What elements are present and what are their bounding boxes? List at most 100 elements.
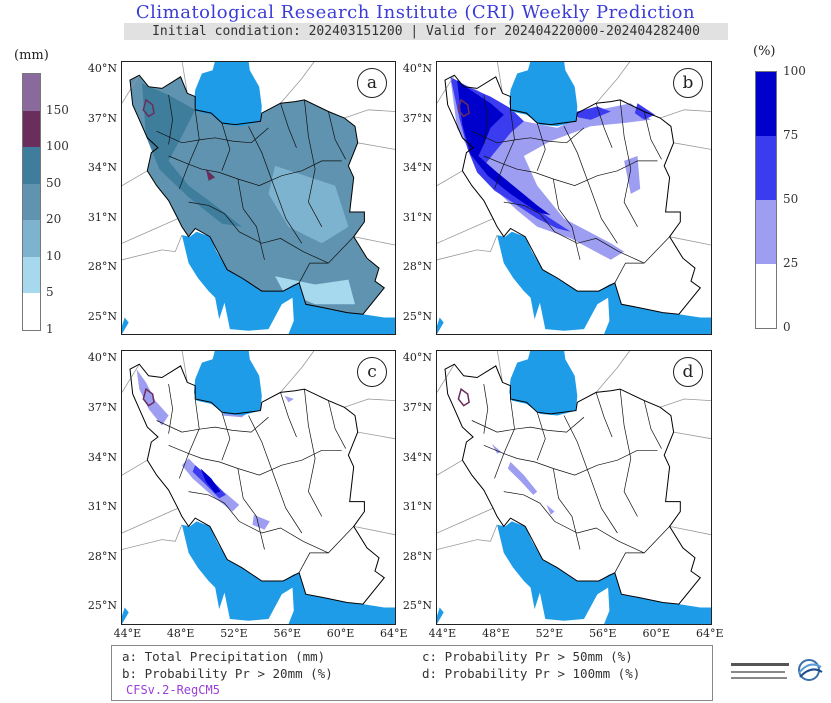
lon-tick-label: 56°E: [273, 627, 301, 640]
country-border: [437, 507, 494, 534]
country-border: [673, 142, 711, 150]
precip-legend-swatch: [23, 147, 40, 184]
province-border: [483, 384, 489, 434]
province-border: [168, 94, 173, 145]
province-border: [619, 99, 638, 227]
precip-legend-label: 10: [46, 248, 62, 263]
lat-tick-label: 31°N: [402, 210, 432, 224]
province-border: [619, 389, 638, 517]
country-border: [344, 109, 395, 119]
probability-area: [284, 395, 294, 403]
province-border: [280, 392, 297, 438]
precip-legend: (mm) 150 100 50 20 10 5 1: [0, 40, 80, 340]
province-border: [552, 178, 581, 260]
province-border: [494, 398, 515, 479]
red-sea: [437, 607, 444, 624]
precip-legend-swatch: [23, 110, 40, 148]
lon-tick-label: 64°E: [380, 627, 408, 640]
province-border: [168, 444, 342, 476]
country-border: [660, 398, 711, 408]
precip-light-zone: [268, 165, 349, 244]
map-a-svg: [122, 62, 395, 334]
province-border: [156, 127, 269, 144]
precip-legend-label: 100: [46, 139, 69, 154]
lat-tick-label: 34°N: [402, 161, 432, 175]
prob-legend-label: 0: [783, 320, 791, 334]
country-border: [437, 234, 498, 261]
probability-area: [457, 80, 551, 216]
province-border: [156, 416, 269, 433]
chart-subtitle: Initial condiation: 202403151200 | Valid…: [124, 23, 728, 40]
province-border: [503, 201, 670, 264]
lat-tick-label: 40°N: [402, 62, 432, 76]
lat-tick-label: 37°N: [402, 400, 432, 414]
lon-tick-label: 44°E: [113, 627, 142, 640]
iran-border: [444, 74, 702, 315]
precip-legend-label: 50: [46, 175, 62, 190]
province-border: [643, 400, 662, 449]
province-border: [221, 122, 231, 171]
lat-tick-label: 25°N: [402, 599, 432, 613]
lon-tick-label: 52°E: [535, 627, 564, 640]
province-border: [304, 99, 323, 227]
caspian-sea: [193, 351, 262, 416]
country-border: [357, 142, 395, 150]
lat-tick-label: 34°N: [87, 161, 117, 175]
lat-tick-label: 34°N: [402, 450, 432, 464]
prob-colorbar: [755, 71, 777, 329]
province-border: [483, 155, 658, 186]
prob-legend-swatch: [756, 200, 776, 264]
province-border: [237, 178, 265, 260]
map-panel-d: d: [436, 350, 712, 625]
probability-area: [200, 468, 221, 494]
province-border: [248, 126, 303, 244]
province-border: [536, 412, 546, 461]
province-border: [188, 491, 354, 554]
precip-legend-swatch: [23, 74, 40, 111]
lake-urmia: [142, 387, 155, 407]
iran-precip-base: [130, 75, 385, 315]
country-border: [181, 62, 188, 94]
province-border: [643, 111, 662, 160]
lon-tick-label: 44°E: [428, 627, 457, 640]
probability-area: [507, 461, 538, 495]
caspian-sea: [509, 62, 578, 127]
map-panel-c: c: [121, 350, 396, 625]
country-border: [344, 398, 395, 408]
prob-legend: (%) 100 75 50 25 0: [740, 40, 831, 340]
caption-d: d: Probability Pr > 100mm (%): [422, 666, 641, 681]
lake-urmia: [457, 98, 470, 118]
province-border: [483, 444, 658, 476]
province-border: [298, 262, 329, 284]
lat-tick-label: 25°N: [402, 309, 432, 323]
province-border: [168, 384, 173, 434]
prob-legend-label: 25: [783, 256, 799, 270]
lat-tick-label: 28°N: [402, 260, 432, 274]
precip-legend-swatch: [23, 220, 40, 257]
province-border: [552, 468, 581, 550]
caption-c: c: Probability Pr > 50mm (%): [422, 649, 633, 664]
country-border: [122, 459, 148, 476]
iran-border: [129, 74, 386, 315]
panel-label-b: b: [673, 68, 703, 98]
lat-tick-label: 31°N: [402, 500, 432, 514]
lat-tick-label: 25°N: [87, 309, 117, 323]
country-border: [280, 62, 315, 104]
province-border: [503, 491, 670, 554]
lat-tick-label: 28°N: [87, 549, 117, 563]
precip-low-zone: [275, 276, 355, 305]
province-border: [178, 109, 200, 190]
province-border: [237, 468, 265, 550]
probability-area: [546, 504, 555, 515]
map-panel-b: b: [436, 61, 712, 335]
precip-legend-label: 150: [46, 102, 69, 117]
precip-legend-swatch: [23, 256, 40, 294]
precip-heavy-zone: [142, 83, 242, 227]
precip-max-cell: [205, 169, 216, 181]
lake-urmia: [457, 387, 470, 407]
lon-tick-label: 48°E: [482, 627, 510, 640]
iran-border: [444, 363, 702, 605]
panel-label-d: d: [673, 357, 703, 387]
province-border: [595, 392, 613, 438]
country-border: [496, 351, 503, 383]
